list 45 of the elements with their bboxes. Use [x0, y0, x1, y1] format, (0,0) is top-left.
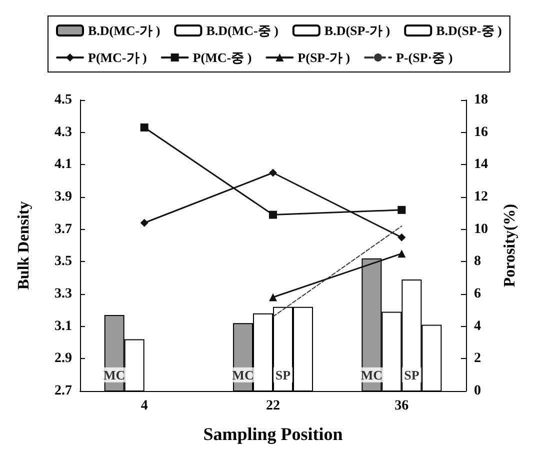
legend-label: P(MC-가 ): [88, 50, 147, 65]
y-tick-label: 4.5: [54, 92, 72, 108]
y-tick-label: 4.3: [54, 124, 72, 140]
y2-axis-title: Porosity(%): [502, 204, 518, 288]
y-tick-label: 3.9: [54, 190, 72, 204]
legend-label: P-(SP·중 ): [396, 50, 453, 65]
y-tick-label: 3.3: [54, 286, 72, 302]
annotation: SP: [404, 367, 420, 382]
y-tick-label: 3.5: [54, 254, 72, 270]
legend-label: P(SP-가 ): [298, 50, 350, 65]
y2-tick-label: 16: [474, 124, 488, 140]
annotation: MC: [360, 367, 383, 382]
legend-label: B.D(SP-중 ): [436, 23, 502, 38]
y2-tick-label: 10: [474, 222, 488, 237]
y2-tick-label: 6: [474, 286, 481, 302]
legend-label: B.D(MC-가 ): [88, 23, 160, 38]
y-tick-label: 3.7: [54, 222, 72, 237]
y2-tick-label: 0: [474, 384, 481, 398]
x-tick-label: 22: [266, 398, 280, 414]
annotation: MC: [232, 367, 254, 382]
point: [269, 210, 277, 219]
legend-label: B.D(SP-가 ): [324, 23, 390, 38]
y-axis-title: Bulk Density: [16, 201, 32, 290]
y-tick-label: 3.1: [54, 318, 72, 334]
x-axis-title: Sampling Position: [203, 424, 343, 444]
legend-label: B.D(MC-중 ): [206, 23, 278, 38]
point: [398, 206, 406, 214]
y2-tick-label: 14: [474, 157, 488, 172]
point: [140, 218, 148, 227]
annotation: SP: [275, 367, 291, 382]
y2-tick-label: 12: [474, 190, 488, 204]
point: [398, 233, 406, 242]
x-tick-label: 36: [394, 398, 409, 414]
y2-tick-label: 8: [474, 254, 481, 270]
y2-tick-label: 18: [474, 92, 488, 108]
point: [140, 123, 148, 132]
y2-tick-label: 4: [474, 318, 481, 334]
y-tick-label: 2.9: [54, 351, 72, 366]
point: [269, 168, 277, 177]
y-tick-label: 2.7: [54, 384, 72, 398]
y-tick-label: 4.1: [54, 157, 72, 172]
y2-tick-label: 2: [474, 351, 481, 366]
annotation: MC: [103, 367, 126, 382]
x-tick-label: 4: [140, 398, 148, 414]
legend-label: P(MC-중 ): [192, 50, 252, 65]
